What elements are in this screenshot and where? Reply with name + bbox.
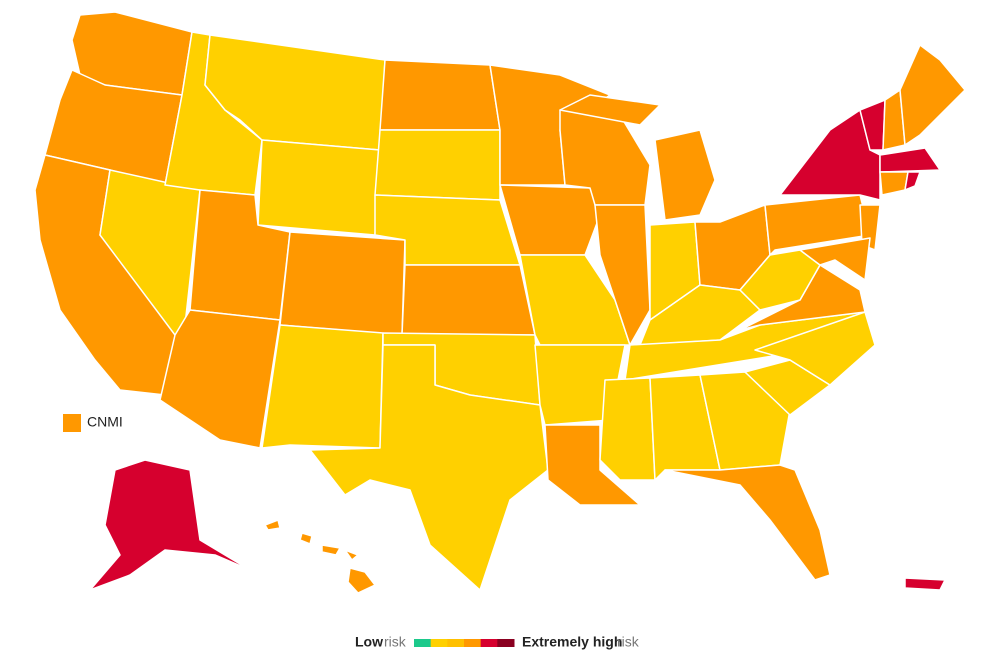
state[interactable] [879, 147, 941, 173]
state[interactable] [904, 577, 946, 591]
territory-swatch [63, 414, 81, 432]
state[interactable] [159, 309, 281, 449]
state[interactable] [559, 94, 661, 126]
legend-swatch [480, 639, 498, 647]
legend-suffix: risk [617, 634, 640, 650]
state[interactable] [261, 324, 384, 449]
legend-swatch [430, 639, 448, 647]
legend-high: Extremely high [522, 634, 622, 650]
state[interactable] [799, 237, 871, 281]
legend-swatch [447, 639, 465, 647]
legend-suffix: risk [384, 634, 407, 650]
state[interactable] [664, 464, 831, 581]
state[interactable] [879, 171, 909, 196]
state[interactable] [309, 344, 549, 591]
legend-swatch [414, 639, 432, 647]
state[interactable] [499, 184, 601, 256]
state[interactable] [599, 377, 656, 481]
state[interactable] [257, 139, 381, 236]
state[interactable] [264, 519, 281, 531]
legend-scale [414, 639, 515, 647]
state[interactable] [699, 371, 791, 471]
state[interactable] [544, 424, 641, 506]
state[interactable] [654, 129, 716, 221]
legend: Low risk Extremely high risk [355, 634, 640, 650]
state[interactable] [279, 231, 406, 336]
state[interactable] [904, 171, 921, 191]
state[interactable] [379, 59, 501, 131]
state[interactable] [299, 532, 313, 545]
state[interactable] [401, 264, 536, 336]
state[interactable] [754, 311, 876, 386]
state[interactable] [764, 194, 871, 256]
state[interactable] [899, 44, 966, 146]
state[interactable] [347, 567, 376, 594]
legend-swatch [497, 639, 515, 647]
states [34, 11, 966, 594]
territory-label: CNMI [87, 414, 123, 430]
legend-low: Low [355, 634, 383, 650]
state[interactable] [374, 129, 501, 201]
state[interactable] [89, 459, 251, 591]
legend-swatch [464, 639, 482, 647]
state[interactable] [321, 544, 341, 556]
state[interactable] [534, 344, 626, 426]
state[interactable] [344, 549, 359, 561]
